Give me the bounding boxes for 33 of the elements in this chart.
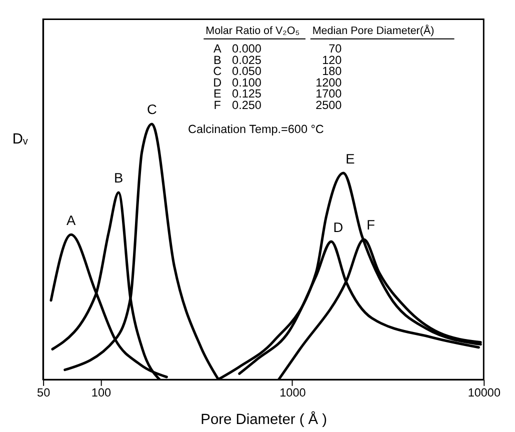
y-axis-title: Dᵥ bbox=[12, 132, 28, 148]
annotation: Calcination Temp.=600 °C bbox=[188, 122, 324, 136]
text: 70 bbox=[328, 42, 342, 56]
x-tick-label: 100 bbox=[91, 386, 112, 400]
series-label: B bbox=[114, 170, 124, 186]
text: Molar Ratio of V₂O₅ bbox=[206, 24, 300, 37]
text: 180 bbox=[322, 65, 342, 78]
text: 0.100 bbox=[232, 76, 262, 90]
x-axis-title: Pore Diameter ( Å ) bbox=[200, 411, 328, 428]
text: 0.050 bbox=[232, 65, 262, 78]
text: 1700 bbox=[316, 88, 342, 101]
series-label: F bbox=[366, 218, 375, 233]
text: A bbox=[213, 42, 222, 56]
text: 0.000 bbox=[232, 42, 262, 56]
series-label: E bbox=[346, 151, 355, 166]
text: B bbox=[213, 54, 222, 67]
series-label: C bbox=[146, 102, 157, 118]
text: F bbox=[214, 98, 221, 112]
text: 0.250 bbox=[232, 98, 262, 112]
x-tick-label: 50 bbox=[37, 386, 51, 400]
x-tick-label: 1000 bbox=[280, 386, 306, 400]
text: 0.125 bbox=[232, 88, 262, 101]
series-label: A bbox=[66, 212, 76, 228]
text: C bbox=[213, 65, 222, 78]
text: 1200 bbox=[316, 76, 342, 90]
text: 2500 bbox=[316, 98, 342, 112]
text: 0.025 bbox=[232, 54, 262, 67]
text: Median Pore Diameter(Å) bbox=[312, 24, 434, 37]
text: 120 bbox=[322, 54, 342, 67]
text: D bbox=[213, 76, 222, 90]
x-tick-label: 10000 bbox=[468, 386, 501, 400]
text: E bbox=[213, 88, 222, 101]
series-label: D bbox=[333, 220, 344, 235]
